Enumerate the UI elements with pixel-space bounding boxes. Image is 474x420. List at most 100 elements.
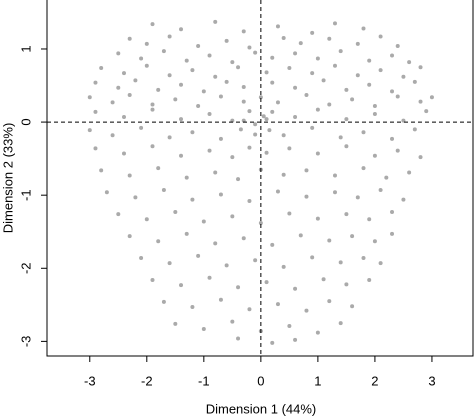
- point: [224, 38, 229, 43]
- x-tick-label: -3: [84, 373, 96, 388]
- point: [121, 114, 126, 119]
- point: [161, 299, 166, 304]
- point: [372, 112, 377, 117]
- point: [99, 65, 104, 70]
- point: [261, 114, 266, 119]
- point: [293, 286, 298, 291]
- point: [407, 170, 412, 175]
- point: [367, 58, 372, 63]
- point: [281, 36, 286, 41]
- point: [275, 24, 280, 29]
- point: [361, 166, 366, 171]
- point: [304, 194, 309, 199]
- point: [270, 80, 275, 85]
- point: [310, 30, 315, 35]
- point: [184, 231, 189, 236]
- point: [127, 234, 132, 239]
- point: [173, 97, 178, 102]
- point: [241, 236, 246, 241]
- x-axis-title: Dimension 1 (44%): [206, 401, 317, 416]
- y-axis-title: Dimension 2 (33%): [0, 123, 15, 234]
- point: [418, 65, 423, 70]
- point: [144, 41, 149, 46]
- point: [395, 94, 400, 99]
- point: [315, 56, 320, 61]
- point: [104, 190, 109, 195]
- point: [133, 78, 138, 83]
- point: [344, 117, 349, 122]
- point: [390, 136, 395, 141]
- point: [327, 299, 332, 304]
- point: [310, 71, 315, 76]
- point: [224, 79, 229, 84]
- point: [338, 321, 343, 326]
- point: [93, 146, 98, 151]
- point: [275, 302, 280, 307]
- point: [281, 172, 286, 177]
- point: [338, 260, 343, 265]
- point: [378, 261, 383, 266]
- point: [201, 219, 206, 224]
- y-tick-label: 0: [18, 118, 33, 125]
- point: [304, 168, 309, 173]
- point: [327, 36, 332, 41]
- point: [361, 130, 366, 135]
- point: [110, 100, 115, 105]
- point: [253, 132, 258, 137]
- point: [270, 55, 275, 60]
- point: [258, 220, 263, 225]
- point: [270, 109, 275, 114]
- point: [230, 319, 235, 324]
- point: [367, 277, 372, 282]
- x-tick-label: 0: [257, 373, 264, 388]
- point: [378, 34, 383, 39]
- point: [372, 153, 377, 158]
- point: [267, 128, 272, 133]
- point: [412, 127, 417, 132]
- point: [218, 192, 223, 197]
- point: [361, 26, 366, 31]
- point: [207, 53, 212, 58]
- point: [275, 189, 280, 194]
- point: [201, 326, 206, 331]
- point: [196, 103, 201, 108]
- point: [247, 109, 252, 114]
- point: [270, 340, 275, 345]
- point: [429, 95, 434, 100]
- point: [350, 304, 355, 309]
- point: [87, 95, 92, 100]
- point: [412, 79, 417, 84]
- point: [167, 261, 172, 266]
- point: [350, 234, 355, 239]
- point: [315, 330, 320, 335]
- point: [270, 242, 275, 247]
- point: [207, 112, 212, 117]
- point: [179, 27, 184, 32]
- point: [127, 36, 132, 41]
- y-tick-label: -3: [18, 336, 33, 348]
- point: [332, 190, 337, 195]
- point: [213, 170, 218, 175]
- point: [287, 146, 292, 151]
- point: [179, 153, 184, 158]
- point: [116, 212, 121, 217]
- point: [93, 109, 98, 114]
- point: [150, 144, 155, 149]
- point: [315, 151, 320, 156]
- point: [218, 136, 223, 141]
- point: [230, 214, 235, 219]
- point: [127, 173, 132, 178]
- point: [298, 41, 303, 46]
- point: [139, 256, 144, 261]
- point: [395, 44, 400, 49]
- point: [207, 148, 212, 153]
- point: [161, 188, 166, 193]
- x-tick-label: 1: [314, 373, 321, 388]
- point: [344, 144, 349, 149]
- point: [253, 258, 258, 263]
- point: [247, 307, 252, 312]
- point: [338, 135, 343, 140]
- point: [179, 283, 184, 288]
- point: [293, 51, 298, 56]
- point: [190, 197, 195, 202]
